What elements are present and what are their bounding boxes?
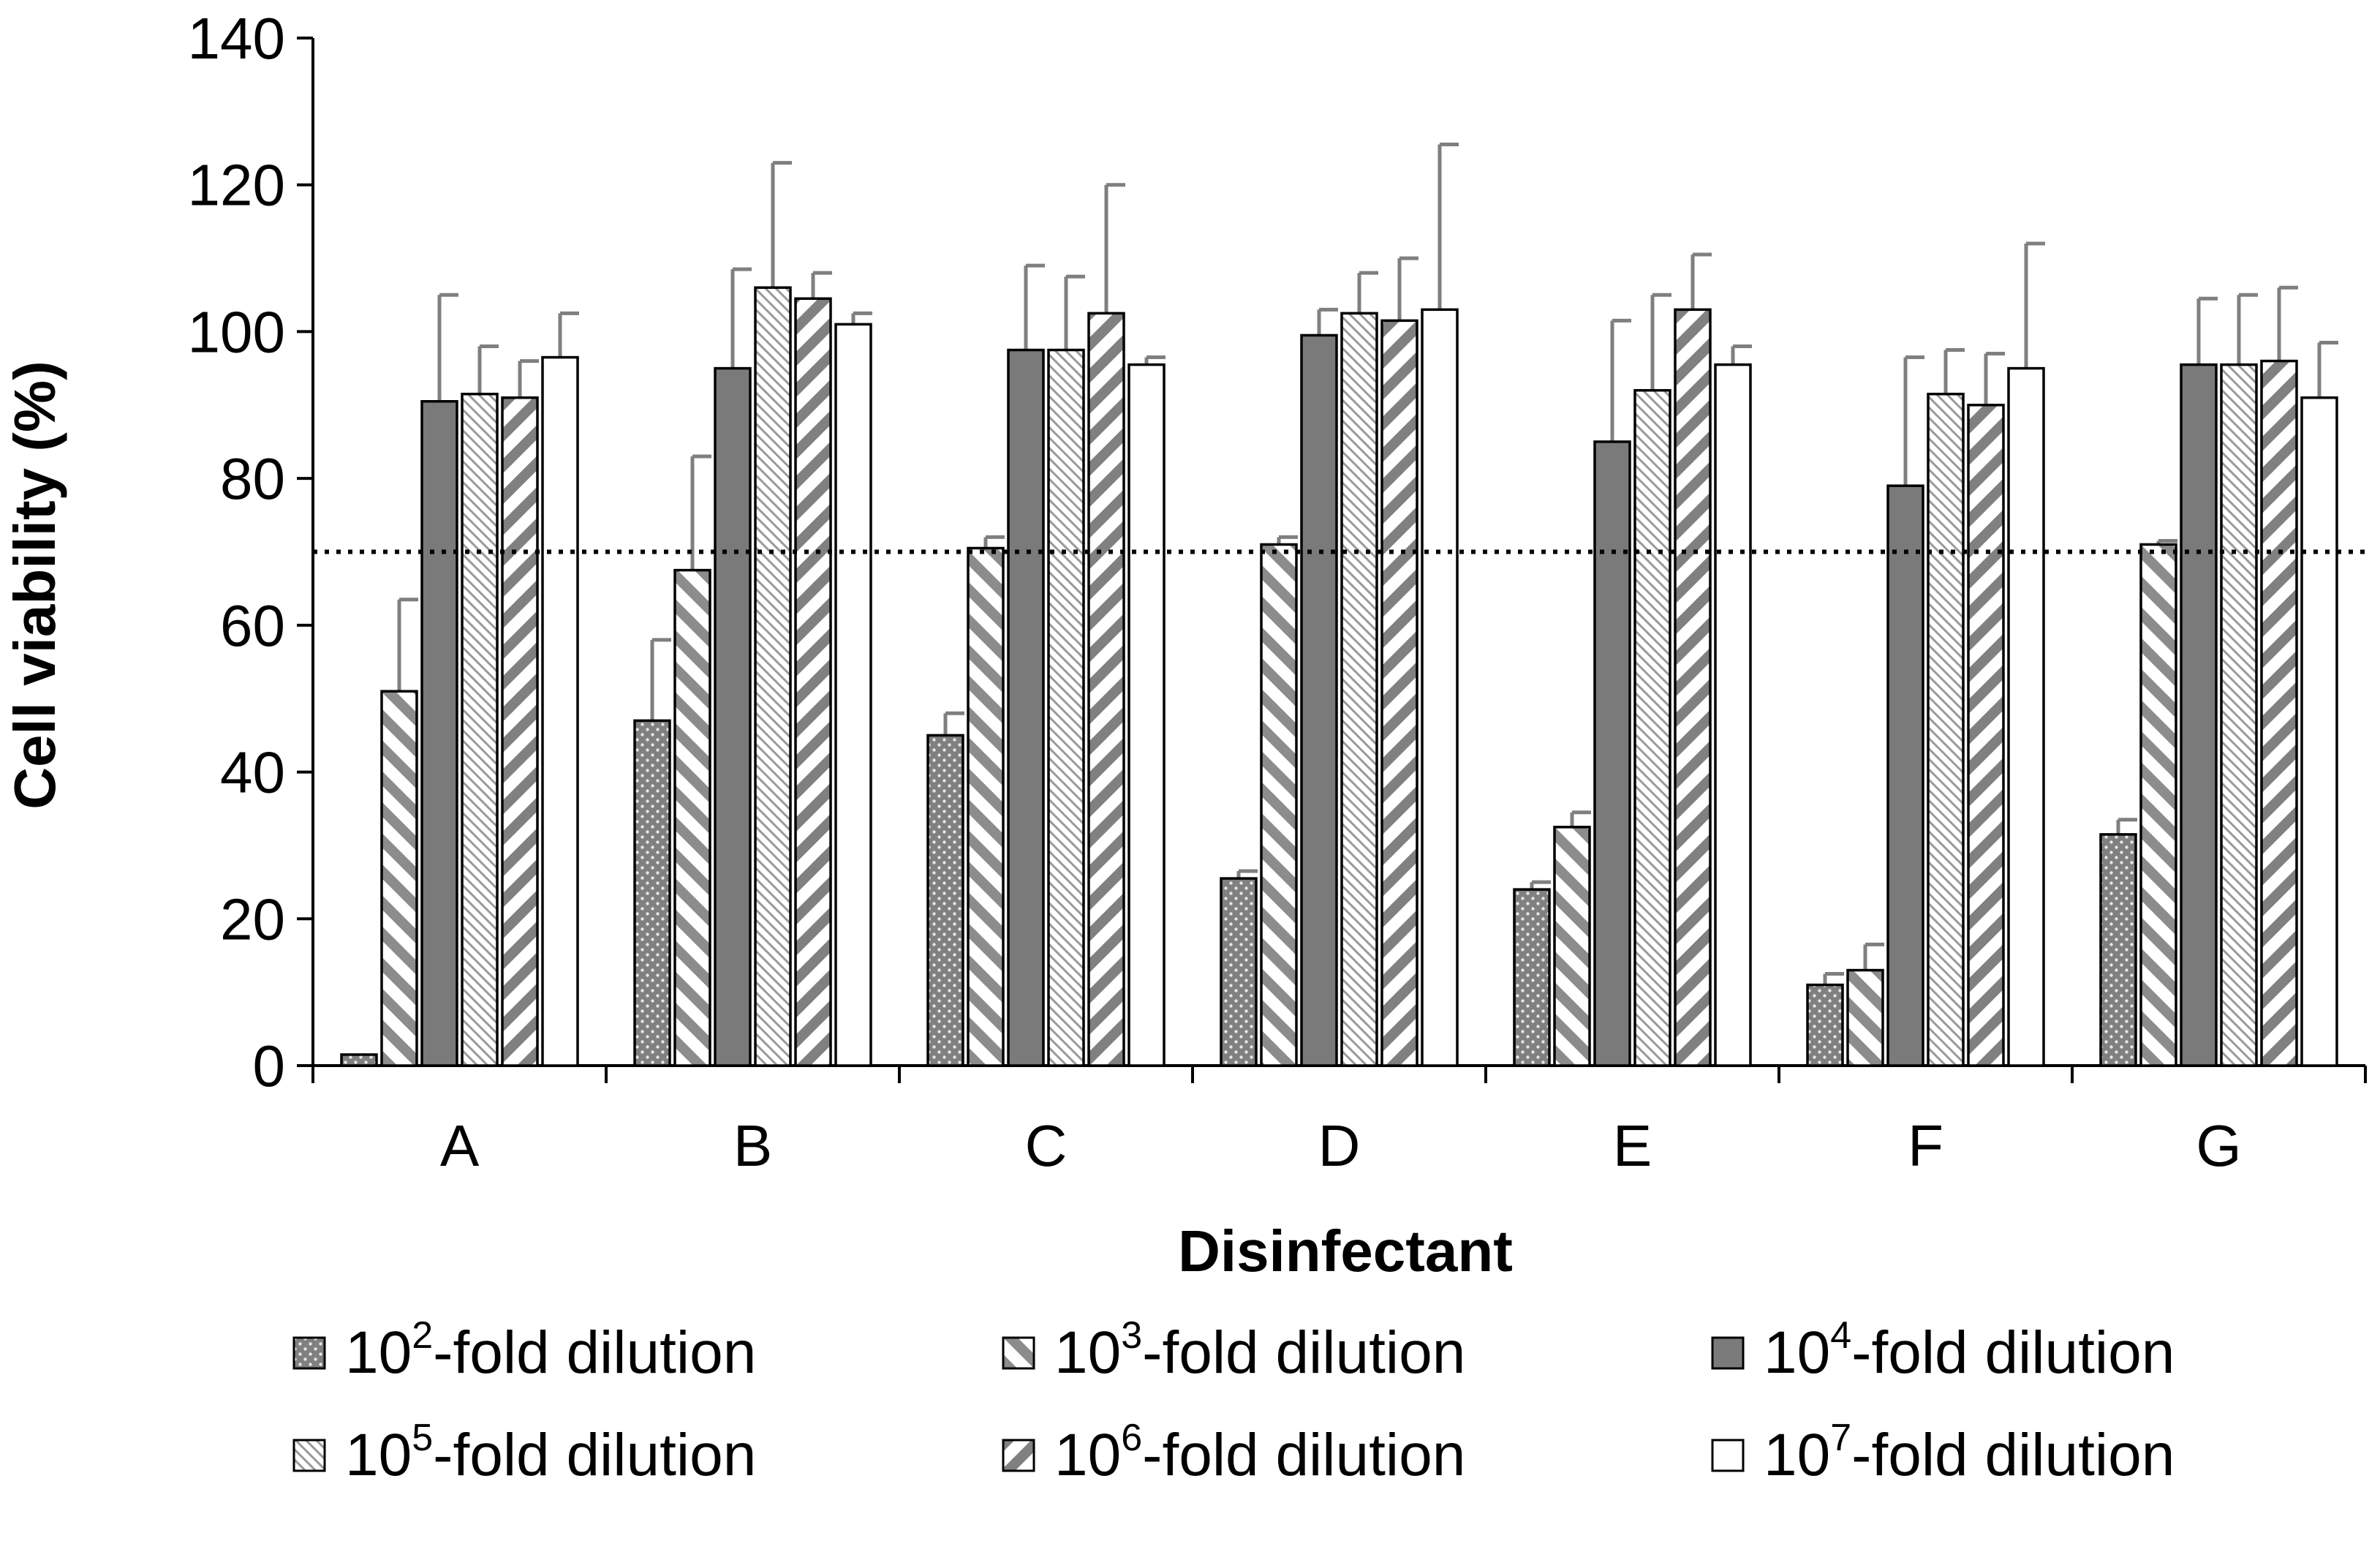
bar: [834, 323, 872, 1067]
legend-item: 106-fold dilution: [1002, 1415, 1465, 1496]
x-axis-title: Disinfectant: [1178, 1218, 1513, 1284]
legend-item: 105-fold dilution: [292, 1415, 756, 1496]
legend-label-suffix: -fold dilution: [1142, 1422, 1466, 1488]
legend-label: 102-fold dilution: [345, 1316, 757, 1387]
bar: [1340, 312, 1378, 1067]
bar: [501, 396, 539, 1067]
bar: [1007, 348, 1045, 1067]
y-tick-label: 120: [188, 153, 285, 218]
legend-label: 106-fold dilution: [1054, 1419, 1466, 1490]
bar: [2099, 833, 2137, 1067]
legend-item: 102-fold dilution: [292, 1313, 756, 1393]
bar: [2260, 359, 2298, 1067]
bar: [714, 366, 752, 1067]
x-tick-label: D: [1318, 1113, 1361, 1178]
legend-label-suffix: -fold dilution: [433, 1319, 757, 1386]
bar: [2180, 363, 2218, 1067]
legend-label-base: 10: [1054, 1422, 1122, 1488]
bar: [1260, 543, 1298, 1067]
bar: [2300, 396, 2338, 1067]
x-tick-label: C: [1025, 1113, 1068, 1178]
bar: [633, 719, 671, 1067]
bar: [926, 734, 964, 1067]
legend-swatch: [1711, 1336, 1745, 1370]
bar: [1886, 484, 1924, 1067]
bar: [1593, 440, 1631, 1067]
y-tick-label: 20: [220, 886, 285, 952]
legend-label-exponent: 6: [1121, 1417, 1143, 1459]
bar: [1927, 392, 1965, 1067]
bar: [2220, 363, 2258, 1067]
legend-item: 107-fold dilution: [1711, 1415, 2175, 1496]
x-tick-label: E: [1613, 1113, 1652, 1178]
bar: [1806, 983, 1844, 1067]
bar: [1513, 888, 1551, 1067]
legend-label-base: 10: [345, 1319, 412, 1386]
bar: [1967, 404, 2005, 1067]
bar: [541, 355, 579, 1067]
bar: [1421, 308, 1459, 1067]
legend-label-suffix: -fold dilution: [1851, 1319, 2175, 1386]
legend-label-exponent: 7: [1830, 1417, 1852, 1459]
legend-label-exponent: 3: [1121, 1314, 1143, 1357]
bar: [1633, 388, 1671, 1067]
y-tick-label: 60: [220, 593, 285, 658]
legend-label-exponent: 5: [412, 1417, 434, 1459]
bar: [1300, 334, 1338, 1067]
legend-label-suffix: -fold dilution: [1851, 1422, 2175, 1488]
legend-swatch: [1711, 1439, 1745, 1472]
bar: [380, 690, 418, 1067]
legend: 102-fold dilution 103-fold dilution 104-fo…: [0, 1313, 2380, 1532]
legend-swatch: [1002, 1336, 1035, 1370]
bar: [340, 1053, 378, 1067]
legend-label: 104-fold dilution: [1764, 1316, 2175, 1387]
y-tick-label: 100: [188, 299, 285, 364]
bar: [1047, 348, 1085, 1067]
x-tick-label: B: [733, 1113, 772, 1178]
bar: [2139, 543, 2177, 1067]
bar: [1220, 877, 1258, 1067]
bar: [2007, 366, 2045, 1067]
bar: [754, 286, 792, 1067]
bar: [1127, 363, 1166, 1067]
legend-label-base: 10: [1054, 1319, 1122, 1386]
legend-item: 103-fold dilution: [1002, 1313, 1465, 1393]
legend-label: 105-fold dilution: [345, 1419, 757, 1490]
x-tick-label: G: [2196, 1113, 2241, 1178]
bar: [1714, 363, 1752, 1067]
x-tick-label: F: [1908, 1113, 1943, 1178]
legend-label-base: 10: [1764, 1422, 1831, 1488]
bar: [1087, 312, 1125, 1067]
bar-chart: 0 20 40 60 80 100 120 140 A B C D E F G Cell viability…: [2, 6, 2367, 1284]
y-axis-title: Cell viability (%): [2, 361, 67, 809]
legend-label-base: 10: [1764, 1319, 1831, 1386]
legend-swatch: [292, 1439, 326, 1472]
x-tick-label: A: [440, 1113, 480, 1178]
legend-label: 103-fold dilution: [1054, 1316, 1466, 1387]
bar: [420, 400, 458, 1067]
bar: [967, 546, 1005, 1067]
bar: [794, 297, 832, 1067]
y-tick-label: 80: [220, 446, 285, 511]
y-tick-label: 0: [253, 1033, 286, 1099]
legend-label-suffix: -fold dilution: [1142, 1319, 1466, 1386]
legend-label: 107-fold dilution: [1764, 1419, 2175, 1490]
legend-item: 104-fold dilution: [1711, 1313, 2175, 1393]
bar: [1380, 319, 1418, 1067]
legend-label-exponent: 4: [1830, 1314, 1852, 1357]
y-tick-label: 40: [220, 740, 285, 805]
bar: [1553, 826, 1591, 1067]
legend-label-base: 10: [345, 1422, 412, 1488]
bar: [1846, 968, 1884, 1067]
legend-swatch: [1002, 1439, 1035, 1472]
bar: [1674, 308, 1712, 1067]
bar: [673, 568, 711, 1067]
legend-label-suffix: -fold dilution: [433, 1422, 757, 1488]
legend-swatch: [292, 1336, 326, 1370]
legend-label-exponent: 2: [412, 1314, 434, 1357]
y-tick-label: 140: [188, 6, 285, 71]
bar: [461, 392, 499, 1067]
